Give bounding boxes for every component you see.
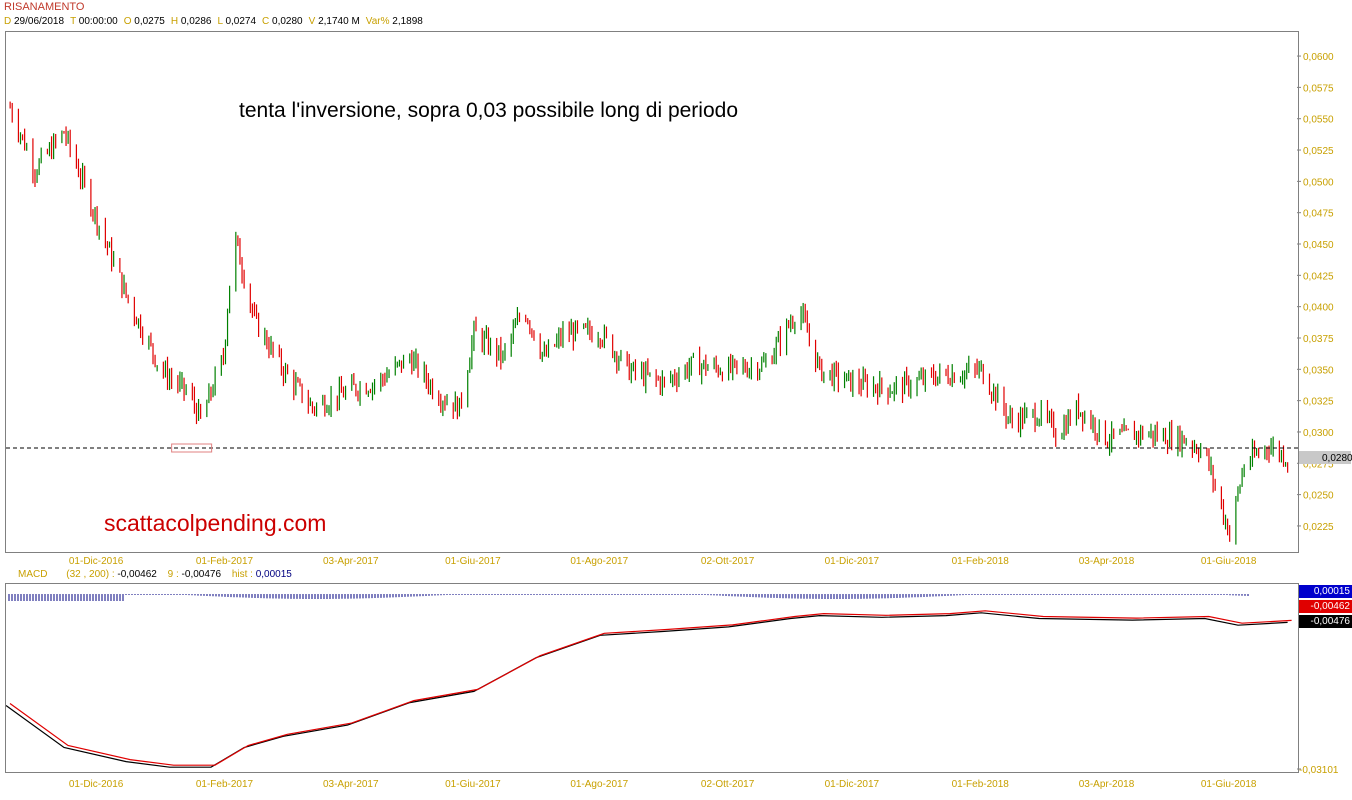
macd-x-tick-label: 01-Dic-2016 xyxy=(69,779,124,790)
info-key-1: T xyxy=(70,16,79,27)
info-key-5: C xyxy=(262,16,273,27)
info-key-6: V xyxy=(308,16,319,27)
info-value-7: 2,1898 xyxy=(392,16,423,27)
price-chart-panel[interactable]: tenta l'inversione, sopra 0,03 possibile… xyxy=(5,31,1299,553)
y-tick-label: 0,0450 xyxy=(1303,240,1334,251)
x-tick-label: 01-Dic-2016 xyxy=(69,556,124,567)
y-tick-label: 0,0325 xyxy=(1303,397,1334,408)
macd-x-tick-label: 03-Apr-2017 xyxy=(323,779,379,790)
x-tick-label: 01-Dic-2017 xyxy=(825,556,880,567)
x-tick-label: 01-Giu-2017 xyxy=(445,556,501,567)
info-value-2: 0,0275 xyxy=(134,16,165,27)
annotation-note: tenta l'inversione, sopra 0,03 possibile… xyxy=(239,99,738,122)
y-tick-label: 0,0500 xyxy=(1303,177,1334,188)
price-x-axis: 01-Dic-2016 01-Feb-2017 03-Apr-2017 01-Giu-… xyxy=(69,556,1257,567)
x-tick-label: 01-Feb-2018 xyxy=(952,556,1010,567)
info-key-3: H xyxy=(170,16,181,27)
macd-x-tick-label: 01-Feb-2018 xyxy=(952,779,1010,790)
x-tick-label: 01-Ago-2017 xyxy=(570,556,628,567)
hist-value: 0,00015 xyxy=(255,569,292,580)
y-tick-label: 0,0375 xyxy=(1303,334,1334,345)
y-tick-label: 0,0250 xyxy=(1303,491,1334,502)
x-tick-label: 03-Apr-2017 xyxy=(323,556,379,567)
info-value-3: 0,0286 xyxy=(180,16,212,27)
info-value-1: 00:00:00 xyxy=(78,16,118,27)
macd-x-tick-label: 02-Ott-2017 xyxy=(701,779,755,790)
info-key-4: L xyxy=(217,16,226,27)
y-tick-label: 0,0275 xyxy=(1303,459,1334,470)
macd-x-tick-label: 03-Apr-2018 xyxy=(1079,779,1135,790)
macd-x-tick-label: 01-Feb-2017 xyxy=(196,779,254,790)
info-value-5: 0,0280 xyxy=(272,16,303,27)
y-tick-label: 0,0575 xyxy=(1303,83,1334,94)
macd-params: (32 , 200) : xyxy=(66,569,115,580)
price-y-axis: 0,0600 0,0575 0,0550 0,0525 0,0500 0,0475 0,04… xyxy=(1297,52,1352,533)
support-marker xyxy=(171,443,213,453)
hist-label: hist : xyxy=(231,569,253,580)
signal-label: 9 : xyxy=(167,569,179,580)
signal-line xyxy=(9,610,1292,766)
macd-x-axis: 01-Dic-2016 01-Feb-2017 03-Apr-2017 01-Giu-… xyxy=(69,779,1257,790)
macd-chart-panel[interactable] xyxy=(5,583,1299,773)
last-price-tag xyxy=(1299,451,1351,465)
macd-line xyxy=(5,612,1288,768)
macd-chart[interactable] xyxy=(5,584,1298,772)
symbol-title: RISANAMENTO xyxy=(4,1,85,13)
macd-name: MACD xyxy=(18,569,48,580)
watermark: scattacolpending.com xyxy=(104,510,326,536)
price-chart[interactable]: tenta l'inversione, sopra 0,03 possibile… xyxy=(6,32,1298,552)
y-tick-label: 0,0300 xyxy=(1303,428,1334,439)
macd-y-tick-label: -0,03101 xyxy=(1299,765,1339,776)
y-tick-label: 0,0550 xyxy=(1303,115,1334,126)
y-tick-label: 0,0525 xyxy=(1303,146,1334,157)
signal-value: -0,00476 xyxy=(181,569,222,580)
x-tick-label: 02-Ott-2017 xyxy=(701,556,755,567)
hist-last-tag: 0,00015 xyxy=(1299,585,1352,598)
info-value-0: 29/06/2018 xyxy=(14,16,65,27)
macd-value: -0,00462 xyxy=(117,569,157,580)
macd-x-tick-label: 01-Ago-2017 xyxy=(570,779,628,790)
info-key-0: D xyxy=(4,16,14,27)
macd-x-tick-label: 01-Dic-2017 xyxy=(825,779,880,790)
macd-x-tick-label: 01-Giu-2017 xyxy=(445,779,501,790)
y-tick-label: 0,0475 xyxy=(1303,209,1334,220)
ohlc-info-bar: D 29/06/2018 T 00:00:00 O 0,0275 H 0,0286 L … xyxy=(4,16,429,27)
macd-x-tick-label: 01-Giu-2018 xyxy=(1201,779,1257,790)
x-tick-label: 01-Feb-2017 xyxy=(196,556,254,567)
y-tick-label: 0,0425 xyxy=(1303,271,1334,282)
last-price-label: 0,0280 xyxy=(1322,453,1352,464)
y-tick-label: 0,0600 xyxy=(1303,52,1334,63)
y-tick-label: 0,0225 xyxy=(1303,522,1334,533)
info-key-7: Var% xyxy=(365,16,393,27)
info-value-6: 2,1740 M xyxy=(318,16,360,27)
macd-info-bar: MACD (32 , 200) : -0,00462 9 : -0,00476 … xyxy=(18,569,292,580)
signal-last-tag: -0,00476 xyxy=(1299,615,1352,628)
info-key-2: O xyxy=(123,16,135,27)
x-tick-label: 01-Giu-2018 xyxy=(1201,556,1257,567)
y-tick-label: 0,0350 xyxy=(1303,365,1334,376)
macd-y-axis: -0,03101 xyxy=(1297,765,1339,776)
macd-last-tag: -0,00462 xyxy=(1299,600,1352,613)
x-tick-label: 03-Apr-2018 xyxy=(1079,556,1135,567)
info-value-4: 0,0274 xyxy=(225,16,257,27)
y-tick-label: 0,0400 xyxy=(1303,303,1334,314)
